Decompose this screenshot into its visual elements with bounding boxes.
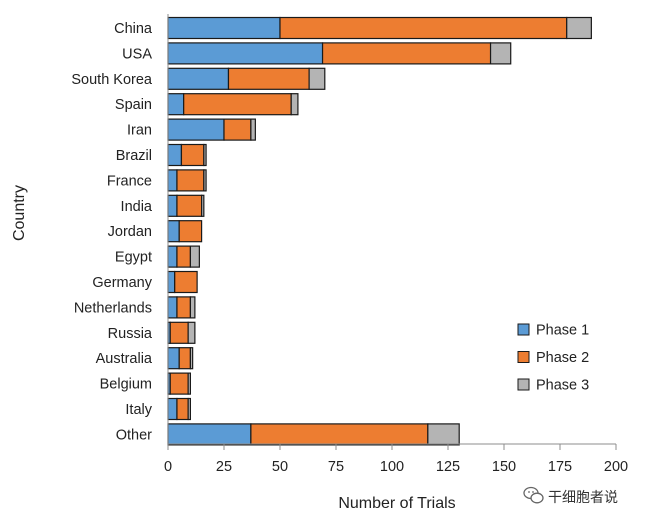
bar-south-korea-phase-3	[308, 67, 326, 90]
category-label-other: Other	[116, 427, 152, 443]
bar-netherlands-phase-2	[176, 296, 192, 319]
category-label-china: China	[114, 21, 153, 37]
category-label-jordan: Jordan	[108, 224, 152, 240]
x-tick-label-150: 150	[492, 459, 516, 475]
bar-india-phase-3	[201, 194, 205, 217]
bar-spain-phase-1	[167, 93, 185, 116]
bar-usa-phase-1	[167, 42, 324, 65]
bar-other-phase-1	[167, 423, 252, 446]
bar-germany-phase-1	[167, 270, 176, 294]
x-tick-label-125: 125	[436, 459, 460, 475]
bar-usa-phase-3	[489, 42, 512, 65]
watermark-text: 干细胞者说	[548, 489, 618, 505]
bar-iran-phase-1	[167, 118, 225, 141]
bar-south-korea-phase-2	[227, 67, 310, 90]
bar-india-phase-1	[167, 194, 178, 217]
bar-egypt-phase-2	[176, 245, 192, 268]
bar-italy-phase-2	[176, 397, 189, 421]
bar-usa-phase-2	[321, 42, 492, 65]
bar-china-phase-3	[566, 16, 592, 40]
legend-swatch-phase-2	[517, 351, 530, 363]
x-tick-label-0: 0	[164, 459, 172, 475]
category-label-france: France	[107, 173, 152, 189]
bar-france-phase-1	[167, 169, 178, 192]
bar-france-phase-2	[176, 169, 205, 192]
bar-italy-phase-1	[167, 397, 178, 421]
bar-australia-phase-1	[167, 347, 180, 370]
bar-belgium-phase-2	[169, 372, 189, 395]
category-label-italy: Italy	[125, 402, 152, 418]
bar-germany-phase-2	[174, 270, 198, 294]
bar-australia-phase-3	[189, 347, 194, 370]
x-axis-title: Number of Trials	[338, 495, 455, 512]
bar-jordan-phase-1	[167, 220, 180, 243]
bar-australia-phase-2	[178, 347, 191, 370]
bar-belgium-phase-3	[187, 372, 192, 395]
category-label-iran: Iran	[127, 123, 152, 139]
bar-other-phase-3	[427, 423, 460, 446]
bar-other-phase-2	[250, 423, 429, 446]
bar-egypt-phase-3	[189, 245, 200, 268]
bar-egypt-phase-1	[167, 245, 178, 268]
category-label-russia: Russia	[108, 326, 153, 342]
x-tick-label-50: 50	[272, 459, 288, 475]
category-label-germany: Germany	[92, 275, 152, 291]
bar-spain-phase-3	[290, 93, 299, 116]
bar-south-korea-phase-1	[167, 67, 230, 90]
bars-layer	[167, 16, 592, 446]
watermark: 干细胞者说	[523, 486, 618, 505]
bar-russia-phase-3	[187, 321, 196, 344]
legend-swatch-phase-3	[517, 378, 530, 391]
category-labels: China USA South Korea Spain Iran Brazil France…	[71, 21, 153, 443]
legend: Phase 1 Phase 2 Phase 3	[517, 323, 589, 394]
bar-spain-phase-2	[183, 93, 292, 116]
x-tick-label-175: 175	[548, 459, 572, 475]
category-label-usa: USA	[122, 46, 152, 62]
bar-netherlands-phase-3	[189, 296, 196, 319]
x-axis	[167, 14, 617, 450]
bar-france-phase-3	[203, 169, 207, 192]
bar-italy-phase-3	[187, 397, 192, 421]
x-tick-label-200: 200	[604, 459, 628, 475]
category-label-australia: Australia	[96, 351, 153, 367]
bar-brazil-phase-2	[180, 143, 205, 167]
legend-label-phase-1: Phase 1	[536, 323, 589, 339]
bar-iran-phase-3	[250, 118, 256, 141]
bar-brazil-phase-3	[203, 143, 207, 167]
legend-swatch-phase-1	[517, 323, 530, 336]
category-label-brazil: Brazil	[116, 148, 152, 164]
bar-jordan-phase-2	[178, 220, 203, 243]
legend-label-phase-2: Phase 2	[536, 350, 589, 366]
x-tick-labels: 0 25 50 75 100 125 150 175 200	[164, 459, 628, 475]
category-label-spain: Spain	[115, 97, 152, 113]
bar-russia-phase-2	[169, 321, 189, 344]
bar-china-phase-1	[167, 16, 281, 40]
x-tick-label-25: 25	[216, 459, 232, 475]
category-label-india: India	[121, 199, 153, 215]
category-label-netherlands: Netherlands	[74, 300, 152, 316]
bar-brazil-phase-1	[167, 143, 183, 167]
bar-india-phase-2	[176, 194, 203, 217]
category-label-belgium: Belgium	[100, 377, 152, 393]
legend-label-phase-3: Phase 3	[536, 378, 589, 394]
x-tick-label-75: 75	[328, 459, 344, 475]
bar-china-phase-2	[279, 16, 568, 40]
bar-iran-phase-2	[223, 118, 252, 141]
x-tick-label-100: 100	[380, 459, 404, 475]
y-axis-title: Country	[11, 185, 28, 241]
category-label-south-korea: South Korea	[71, 72, 153, 88]
category-label-egypt: Egypt	[115, 250, 152, 266]
wechat-icon	[523, 486, 544, 504]
bar-netherlands-phase-1	[167, 296, 178, 319]
